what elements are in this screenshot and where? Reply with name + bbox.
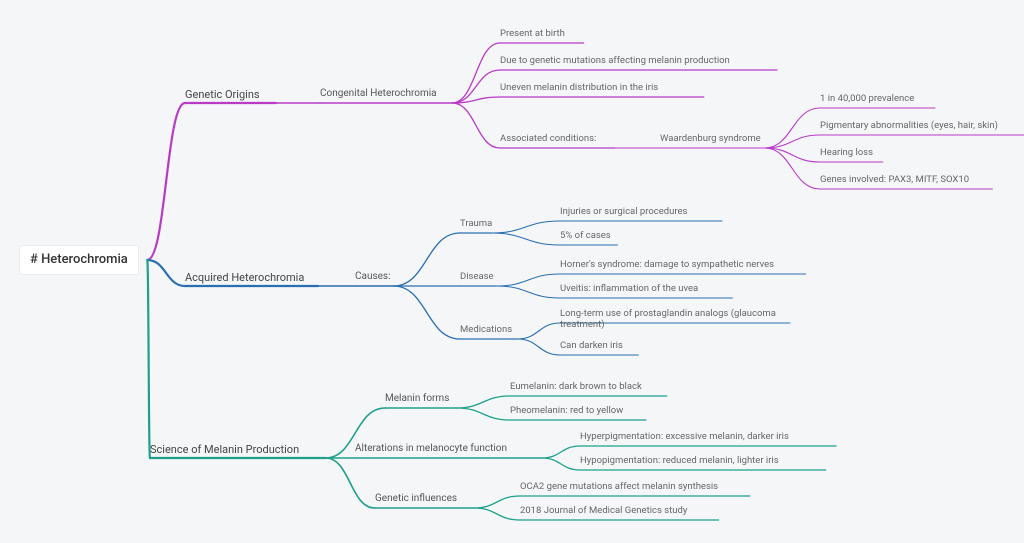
mindmap-node: Trauma [460, 218, 492, 229]
mindmap-node: Hearing loss [820, 147, 873, 158]
mindmap-node: Hypopigmentation: reduced melanin, light… [580, 455, 779, 466]
mindmap-node: Causes: [355, 271, 391, 283]
mindmap-node: Genetic Origins [185, 88, 260, 101]
mindmap-node: 2018 Journal of Medical Genetics study [520, 505, 687, 516]
mindmap-node: Uveitis: inflammation of the uvea [560, 283, 698, 294]
mindmap-node: Genetic influences [375, 493, 457, 505]
mindmap-node: Waardenburg syndrome [660, 133, 761, 144]
root-node: # Heterochromia [20, 246, 138, 274]
mindmap-node: Can darken iris [560, 340, 623, 351]
mindmap-node: Alterations in melanocyte function [355, 443, 507, 455]
mindmap-node: Medications [460, 324, 512, 335]
mindmap-node: Injuries or surgical procedures [560, 206, 687, 217]
mindmap-node: Horner's syndrome: damage to sympathetic… [560, 259, 774, 270]
mindmap-node: Present at birth [500, 28, 565, 39]
mindmap-node: Disease [460, 271, 494, 282]
mindmap-node: Genes involved: PAX3, MITF, SOX10 [820, 174, 969, 185]
mindmap-node: Associated conditions: [500, 133, 596, 144]
mindmap-node: Uneven melanin distribution in the iris [500, 82, 658, 93]
mindmap-node: Congenital Heterochromia [320, 88, 437, 100]
mindmap-node: 5% of cases [560, 230, 611, 241]
mindmap-node: Due to genetic mutations affecting melan… [500, 55, 730, 66]
mindmap-node: 1 in 40,000 prevalence [820, 93, 914, 104]
root-label: # Heterochromia [30, 252, 128, 267]
mindmap-node: Pigmentary abnormalities (eyes, hair, sk… [820, 120, 998, 131]
mindmap-node: OCA2 gene mutations affect melanin synth… [520, 481, 718, 492]
mindmap-node: Melanin forms [385, 393, 449, 405]
mindmap-node: Pheomelanin: red to yellow [510, 405, 623, 416]
mindmap-node: Science of Melanin Production [150, 443, 299, 456]
mindmap-node: Hyperpigmentation: excessive melanin, da… [580, 431, 789, 442]
mindmap-node: Eumelanin: dark brown to black [510, 381, 642, 392]
mindmap-node: Long-term use of prostaglandin analogs (… [560, 308, 790, 331]
mindmap-node: Acquired Heterochromia [185, 271, 304, 284]
